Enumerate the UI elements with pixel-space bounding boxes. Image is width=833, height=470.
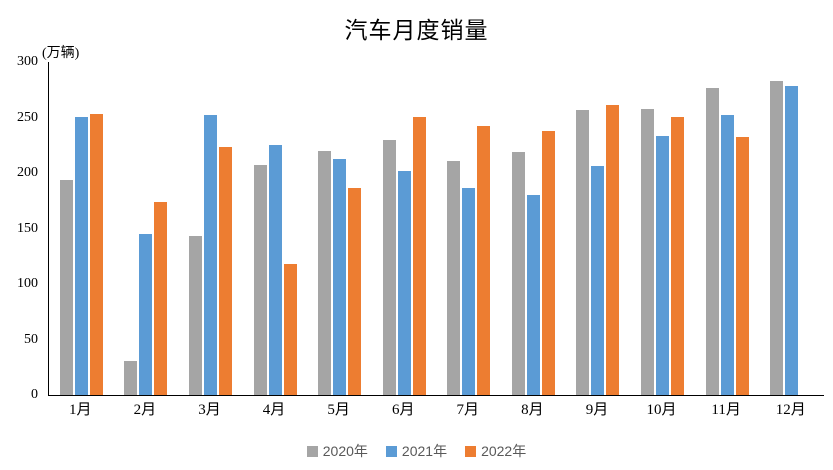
bar-2020年-2月 xyxy=(124,360,138,395)
bar-2020年-12月 xyxy=(770,80,784,395)
bar-2022年-9月 xyxy=(606,105,620,395)
x-axis-label: 11月 xyxy=(711,402,741,418)
bar-2021年-4月 xyxy=(268,145,282,395)
legend-swatch-2022-icon xyxy=(465,445,477,457)
bar-2020年-10月 xyxy=(641,109,655,395)
legend-label-2020: 2020年 xyxy=(322,443,368,459)
bar-2021年-5月 xyxy=(333,158,347,395)
bar-2020年-6月 xyxy=(382,139,396,395)
bar-2021年-8月 xyxy=(526,195,540,395)
bar-2022年-10月 xyxy=(671,116,685,395)
bar-2022年-7月 xyxy=(477,126,491,395)
legend-item-2022: 2022年 xyxy=(465,441,526,461)
bar-2021年-7月 xyxy=(462,188,476,395)
bar-2020年-1月 xyxy=(59,179,73,395)
legend: 2020年 2021年 2022年 xyxy=(0,441,833,461)
bar-2022年-2月 xyxy=(154,202,168,395)
bar-2020年-11月 xyxy=(705,87,719,395)
x-axis-label: 2月 xyxy=(133,402,157,418)
bar-2021年-10月 xyxy=(656,136,670,395)
bar-2021年-1月 xyxy=(74,117,88,395)
bar-2020年-5月 xyxy=(318,151,332,395)
y-axis-tick-label: 100 xyxy=(17,276,38,291)
bar-2020年-9月 xyxy=(576,110,590,395)
bar-2020年-3月 xyxy=(188,236,202,395)
bar-2022年-1月 xyxy=(89,114,103,395)
bar-2022年-6月 xyxy=(412,117,426,395)
y-axis-tick-label: 0 xyxy=(31,387,38,402)
bar-2022年-8月 xyxy=(541,130,555,395)
x-axis-label: 12月 xyxy=(775,402,806,418)
bar-2021年-2月 xyxy=(139,233,153,395)
bar-2020年-7月 xyxy=(447,160,461,395)
y-axis-tick-label: 150 xyxy=(17,220,38,236)
x-axis-label: 9月 xyxy=(585,402,609,418)
y-axis-tick-label: 250 xyxy=(17,109,38,125)
legend-item-2020: 2020年 xyxy=(306,441,368,461)
x-axis-label: 6月 xyxy=(391,402,415,418)
bar-2020年-4月 xyxy=(253,165,267,395)
y-axis-tick-label: 50 xyxy=(24,331,38,347)
x-axis-label: 10月 xyxy=(646,402,677,418)
bar-2021年-11月 xyxy=(720,115,734,395)
x-axis-label: 1月 xyxy=(69,402,92,418)
bar-2021年-3月 xyxy=(203,114,217,395)
bar-2021年-12月 xyxy=(785,85,799,395)
chart-title: 汽车月度销量 xyxy=(344,18,489,43)
plot-area xyxy=(48,62,824,396)
legend-label-2021: 2021年 xyxy=(401,443,448,459)
bar-2022年-11月 xyxy=(735,136,749,395)
legend-item-2021: 2021年 xyxy=(385,441,448,461)
bar-2022年-3月 xyxy=(218,147,232,395)
y-axis-tick-label: 200 xyxy=(17,165,38,180)
bar-2022年-4月 xyxy=(283,263,297,395)
bar-2022年-5月 xyxy=(348,188,362,395)
x-axis-label: 7月 xyxy=(456,402,480,418)
x-axis-label: 8月 xyxy=(521,402,544,418)
bar-2021年-6月 xyxy=(397,171,411,395)
x-axis-label: 5月 xyxy=(327,402,350,418)
bar-2020年-8月 xyxy=(511,152,525,395)
legend-swatch-2021-icon xyxy=(385,445,397,457)
legend-label-2022: 2022年 xyxy=(481,443,527,459)
y-axis-tick-label: 300 xyxy=(17,54,38,69)
bar-2021年-9月 xyxy=(591,165,605,395)
y-axis-unit-label: (万辆) xyxy=(42,46,80,61)
x-axis-label: 3月 xyxy=(198,402,221,418)
legend-swatch-2020-icon xyxy=(306,445,318,457)
x-axis-label: 4月 xyxy=(262,402,286,418)
